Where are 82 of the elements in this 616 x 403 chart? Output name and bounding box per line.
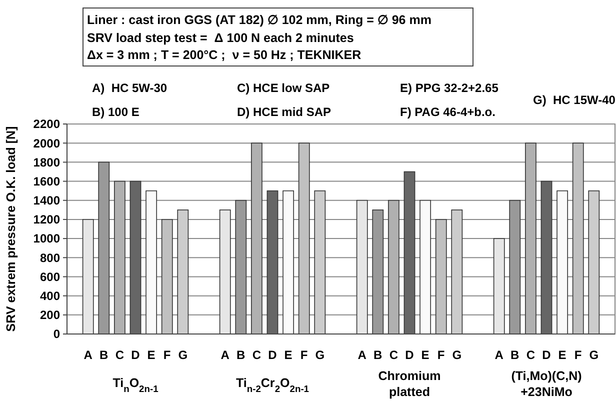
text: D) HCE mid SAP <box>237 105 332 119</box>
y-tick-label: 1600 <box>33 174 60 188</box>
text: C <box>252 348 262 362</box>
text: C) HCE low SAP <box>237 81 330 95</box>
bar <box>525 142 536 334</box>
bar <box>556 190 568 334</box>
bar <box>404 171 416 334</box>
chart-subtitle: SRV load step test = Δ 100 N each 2 minutes Δx = 3 mm ; T = 200°C ; ν = 50 Hz ; TEKNIKER <box>87 31 362 62</box>
text: F) PAG 46-4+b.o. <box>400 105 496 119</box>
bar <box>372 210 384 334</box>
bar <box>235 200 247 334</box>
text: A) HC 5W-30 <box>92 81 168 95</box>
text: D <box>405 348 414 362</box>
text: G <box>589 348 599 362</box>
bar <box>146 190 157 334</box>
bar <box>388 200 400 334</box>
y-tick-label: 2200 <box>33 117 60 132</box>
bar <box>509 200 521 334</box>
text: B <box>374 348 382 362</box>
y-tick-label: 0 <box>53 327 60 342</box>
y-tick-label: 1000 <box>33 232 60 246</box>
text: A <box>220 348 230 362</box>
bar <box>451 210 463 334</box>
series-label: B <box>100 348 109 362</box>
y-tick-label: 800 <box>40 250 60 265</box>
bar <box>251 142 262 334</box>
series-label: F <box>163 348 171 362</box>
y-tick-label: 400 <box>40 289 60 304</box>
bar <box>177 210 189 334</box>
text: A <box>494 348 504 362</box>
bar <box>420 200 431 334</box>
bar <box>282 190 294 334</box>
bar <box>219 210 231 334</box>
x-tick-label: Ti$_{n}$O$_{2n-1}$ <box>112 376 158 394</box>
bar <box>572 142 584 334</box>
series-label: E <box>147 348 156 362</box>
text: D <box>542 348 551 362</box>
bar <box>98 162 110 334</box>
text: A <box>358 348 366 362</box>
text: B <box>510 348 520 362</box>
text: E <box>558 348 566 362</box>
y-tick-label: 1800 <box>33 155 60 170</box>
text: C <box>526 348 536 362</box>
text: G <box>315 348 325 362</box>
text: D <box>268 348 277 362</box>
bar <box>266 190 278 334</box>
y-tick-label: 200 <box>40 308 60 322</box>
bar <box>356 200 368 334</box>
bar <box>588 190 600 334</box>
y-axis-title: SRV extrem pressure O.K. load [N] <box>4 126 18 332</box>
text: G <box>452 348 462 362</box>
bar <box>435 219 447 334</box>
series-label: G <box>178 348 188 362</box>
x-tick-label: Chromium platted <box>378 369 441 399</box>
text: E <box>284 348 292 362</box>
x-tick-label: (Ti,Mo)(C,N) +23NiMo <box>511 369 582 399</box>
bar <box>298 142 310 334</box>
y-tick-label: 1400 <box>33 194 60 208</box>
text: C <box>389 348 398 362</box>
bar <box>493 238 505 334</box>
bar <box>540 180 552 334</box>
text: B <box>236 348 246 362</box>
text: B) 100 E <box>92 105 140 119</box>
text: F <box>574 348 582 362</box>
bar <box>130 180 142 334</box>
bar <box>314 190 326 334</box>
bar <box>82 219 94 334</box>
text: F <box>300 348 308 362</box>
text: F <box>437 348 445 362</box>
bar <box>161 219 173 334</box>
series-label: D <box>131 348 140 362</box>
bar <box>114 180 126 334</box>
text: E <box>421 348 430 362</box>
y-tick-label: 2000 <box>33 136 60 150</box>
text: G) HC 15W-40 <box>533 93 616 107</box>
text: E) PPG 32-2+2.65 <box>400 81 499 95</box>
series-label: A <box>84 348 93 362</box>
x-tick-label: Ti$_{n-2}$Cr$_{2}$O$_{2n-1}$ <box>236 376 310 394</box>
series-label: C <box>115 348 124 362</box>
y-tick-label: 600 <box>40 270 60 284</box>
y-tick-label: 1200 <box>33 212 60 227</box>
chart-title: Liner : cast iron GGS (AT 182) ∅ 102 mm, Ring = ∅ 96 mm <box>87 13 432 27</box>
